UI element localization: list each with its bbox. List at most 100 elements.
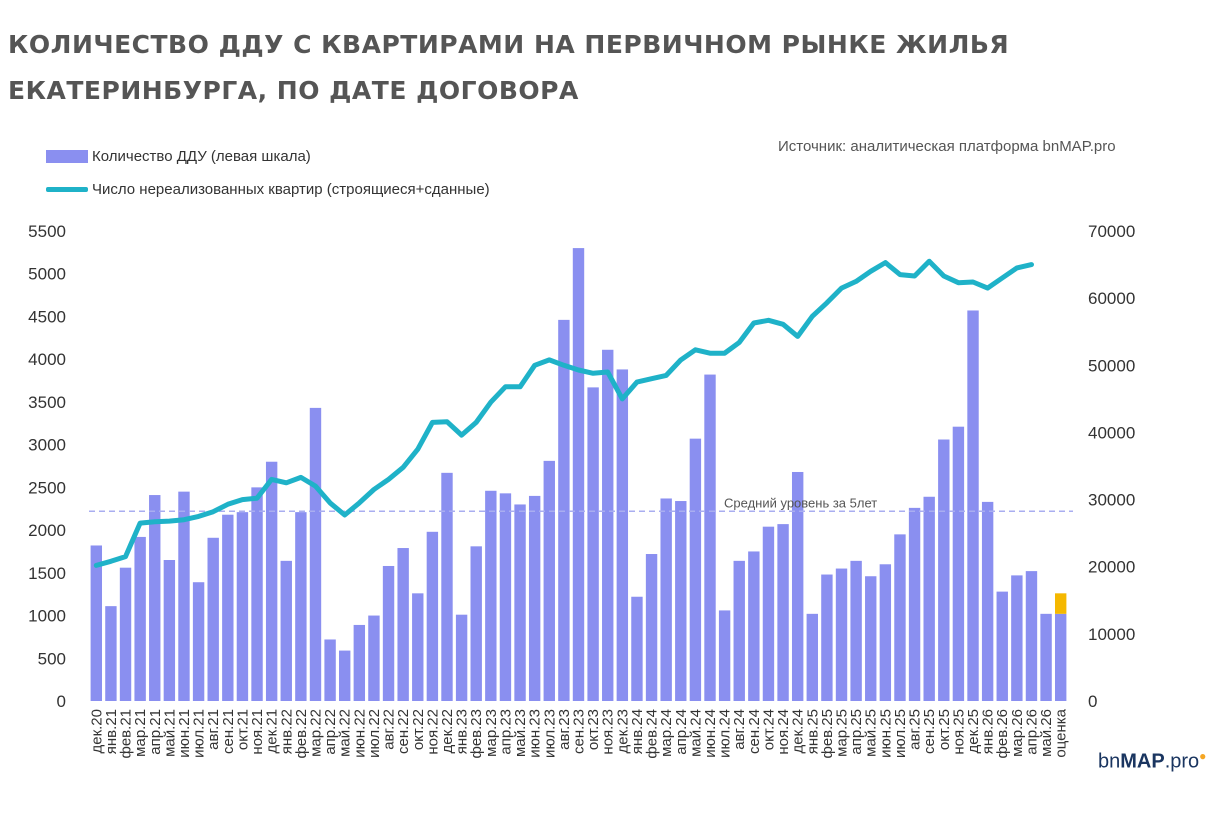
bnmap-logo: bnMAP.pro● xyxy=(1098,749,1206,773)
x-tick-label: авг.23 xyxy=(556,709,573,750)
bar xyxy=(908,507,921,701)
x-tick-label: апр.24 xyxy=(673,709,690,755)
bar xyxy=(967,310,979,701)
bar xyxy=(748,551,760,701)
x-tick-label: янв.26 xyxy=(980,709,997,754)
x-tick-label: авг.22 xyxy=(381,709,398,750)
bar xyxy=(426,531,439,701)
legend-bar-swatch xyxy=(46,150,88,163)
bar xyxy=(602,349,614,701)
x-tick-label: май.25 xyxy=(863,709,880,757)
bar xyxy=(353,624,366,701)
x-tick-label: май.24 xyxy=(687,709,704,757)
bar xyxy=(704,374,716,701)
bar xyxy=(339,650,351,701)
x-tick-label: сен.22 xyxy=(395,709,412,754)
bar xyxy=(324,639,336,701)
bar xyxy=(309,407,322,701)
y-left-tick-label: 3000 xyxy=(28,436,66,455)
x-tick-label: май.21 xyxy=(161,709,178,757)
y-left-tick-label: 2500 xyxy=(28,478,66,497)
y-left-tick-label: 1500 xyxy=(28,564,66,583)
bar xyxy=(718,610,731,701)
bar xyxy=(821,574,833,701)
y-left-tick-label: 0 xyxy=(57,692,66,711)
y-left-tick-label: 4500 xyxy=(28,307,66,326)
x-tick-label: июл.22 xyxy=(366,709,383,758)
x-tick-label: апр.21 xyxy=(147,709,164,755)
bar xyxy=(879,564,892,701)
x-tick-label: окт.24 xyxy=(761,709,778,750)
bar xyxy=(222,514,234,701)
bar xyxy=(806,613,818,701)
y-right-tick-label: 40000 xyxy=(1088,423,1135,442)
bar xyxy=(543,460,555,701)
x-tick-label: окт.21 xyxy=(234,709,251,750)
bar xyxy=(368,615,380,701)
bar xyxy=(645,554,658,701)
x-tick-label: ноя.21 xyxy=(249,709,266,755)
x-tick-label: июл.23 xyxy=(541,709,558,758)
bar xyxy=(675,501,687,701)
x-tick-label: сен.24 xyxy=(746,709,763,754)
y-left-tick-label: 2000 xyxy=(28,521,66,540)
x-tick-label: янв.22 xyxy=(278,709,295,754)
x-tick-label: сен.25 xyxy=(921,709,938,754)
y-left-tick-label: 500 xyxy=(38,649,66,668)
y-right-tick-label: 30000 xyxy=(1088,491,1135,510)
x-tick-label: мар.21 xyxy=(132,709,149,757)
x-tick-label: апр.25 xyxy=(848,709,865,755)
x-tick-label: оценка xyxy=(1053,708,1070,757)
y-right-tick-label: 10000 xyxy=(1088,625,1135,644)
x-tick-label: дек.21 xyxy=(264,709,281,754)
x-tick-label: апр.22 xyxy=(322,709,339,755)
x-tick-label: ноя.22 xyxy=(424,709,441,755)
bar xyxy=(441,472,453,701)
average-label: Средний уровень за 5лет xyxy=(724,495,877,510)
y-left-tick-label: 4000 xyxy=(28,350,66,369)
x-tick-label: сен.23 xyxy=(571,709,588,754)
x-tick-label: июл.21 xyxy=(191,709,208,758)
bar xyxy=(572,248,585,701)
x-tick-label: фев.26 xyxy=(994,709,1011,759)
y-right-tick-label: 50000 xyxy=(1088,356,1135,375)
y-right-tick-label: 60000 xyxy=(1088,289,1135,308)
bar xyxy=(850,560,862,701)
chart-title-line-2: ЕКАТЕРИНБУРГА, ПО ДАТЕ ДОГОВОРА xyxy=(8,76,579,105)
bar xyxy=(265,461,278,701)
legend-label-line: Число нереализованных квартир (строящиес… xyxy=(92,181,490,198)
chart-title-line-1: КОЛИЧЕСТВО ДДУ С КВАРТИРАМИ НА ПЕРВИЧНОМ… xyxy=(8,30,1010,59)
x-tick-label: июл.25 xyxy=(892,709,909,758)
x-tick-label: окт.22 xyxy=(410,709,427,750)
y-left-tick-label: 1000 xyxy=(28,607,66,626)
bar xyxy=(558,319,570,701)
x-tick-label: янв.24 xyxy=(629,709,646,754)
bar xyxy=(149,495,161,701)
bar xyxy=(119,567,132,701)
x-tick-label: май.26 xyxy=(1038,709,1055,757)
bar xyxy=(90,545,103,701)
bar xyxy=(1040,613,1052,701)
x-tick-label: май.22 xyxy=(337,709,354,757)
x-tick-label: июн.22 xyxy=(351,709,368,758)
x-tick-label: дек.22 xyxy=(439,709,456,754)
bar xyxy=(631,596,643,701)
x-tick-label: фев.25 xyxy=(819,709,836,759)
bar xyxy=(1011,575,1023,701)
x-tick-label: сен.21 xyxy=(220,709,237,754)
bar xyxy=(733,560,745,701)
x-tick-label: мар.23 xyxy=(483,709,500,757)
x-tick-label: дек.23 xyxy=(614,709,631,754)
bar xyxy=(996,591,1008,701)
y-left-tick-label: 5500 xyxy=(28,222,66,241)
bar xyxy=(251,487,263,701)
y-left-tick-label: 5000 xyxy=(28,265,66,284)
x-tick-label: фев.21 xyxy=(118,709,135,759)
x-tick-label: авг.24 xyxy=(731,709,748,750)
bar xyxy=(952,426,965,701)
bar xyxy=(1025,571,1038,701)
x-tick-label: дек.25 xyxy=(965,709,982,754)
bar xyxy=(192,582,205,701)
bar-estimate xyxy=(1054,593,1067,614)
bar xyxy=(280,560,292,701)
